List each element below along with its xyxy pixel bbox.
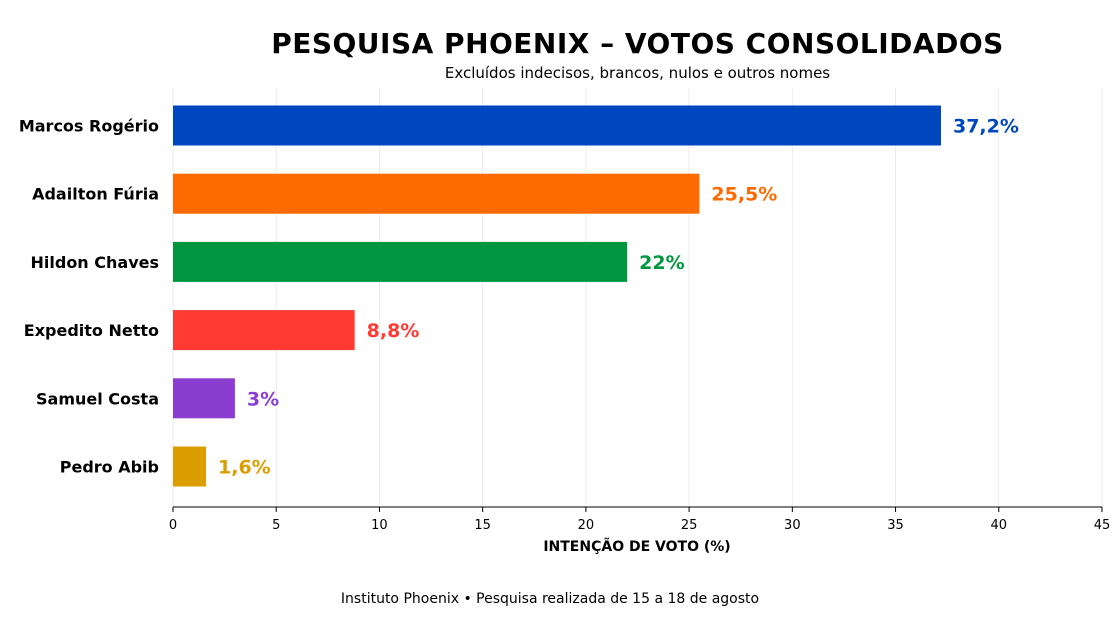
value-label-0: 37,2% [953,116,1019,138]
x-axis: 0 5 10 15 20 25 30 35 40 45 [169,506,1111,533]
source-note: Instituto Phoenix • Pesquisa realizada d… [340,591,760,607]
category-labels: Marcos Rogério Adailton Fúria Hildon Chave… [19,117,159,477]
value-label-3: 8,8% [367,320,420,342]
value-label-5: 1,6% [218,457,271,479]
category-label-0: Marcos Rogério [19,117,159,136]
bar-1 [173,173,700,214]
bar-2 [173,241,628,282]
category-label-5: Pedro Abib [60,458,159,477]
chart-subtitle: Excluídos indecisos, brancos, nulos e ou… [444,64,831,82]
grid-lines [172,88,1103,507]
bars [173,105,941,487]
x-tick-label-6: 30 [784,518,801,533]
category-label-4: Samuel Costa [36,389,159,408]
bar-4 [173,378,235,419]
value-label-2: 22% [639,252,684,274]
x-tick-label-7: 35 [887,518,904,533]
value-label-1: 25,5% [711,184,777,206]
category-label-2: Hildon Chaves [31,253,160,272]
bar-3 [173,310,355,351]
x-tick-label-9: 45 [1094,518,1111,533]
x-tick-label-5: 25 [681,518,698,533]
x-tick-label-2: 10 [371,518,388,533]
value-labels: 37,2% 25,5% 22% 8,8% 3% 1,6% [218,116,1019,479]
x-tick-label-0: 0 [169,518,177,533]
bar-0 [173,105,941,146]
bar-5 [173,446,207,487]
x-tick-label-8: 40 [991,518,1008,533]
x-axis-title: INTENÇÃO DE VOTO (%) [543,538,730,555]
value-label-4: 3% [247,388,279,410]
category-label-1: Adailton Fúria [32,185,159,204]
category-label-3: Expedito Netto [24,321,159,340]
x-tick-label-1: 5 [272,518,280,533]
x-tick-label-4: 20 [578,518,595,533]
chart-title: PESQUISA PHOENIX – VOTOS CONSOLIDADOS [271,27,1004,60]
x-tick-label-3: 15 [474,518,491,533]
